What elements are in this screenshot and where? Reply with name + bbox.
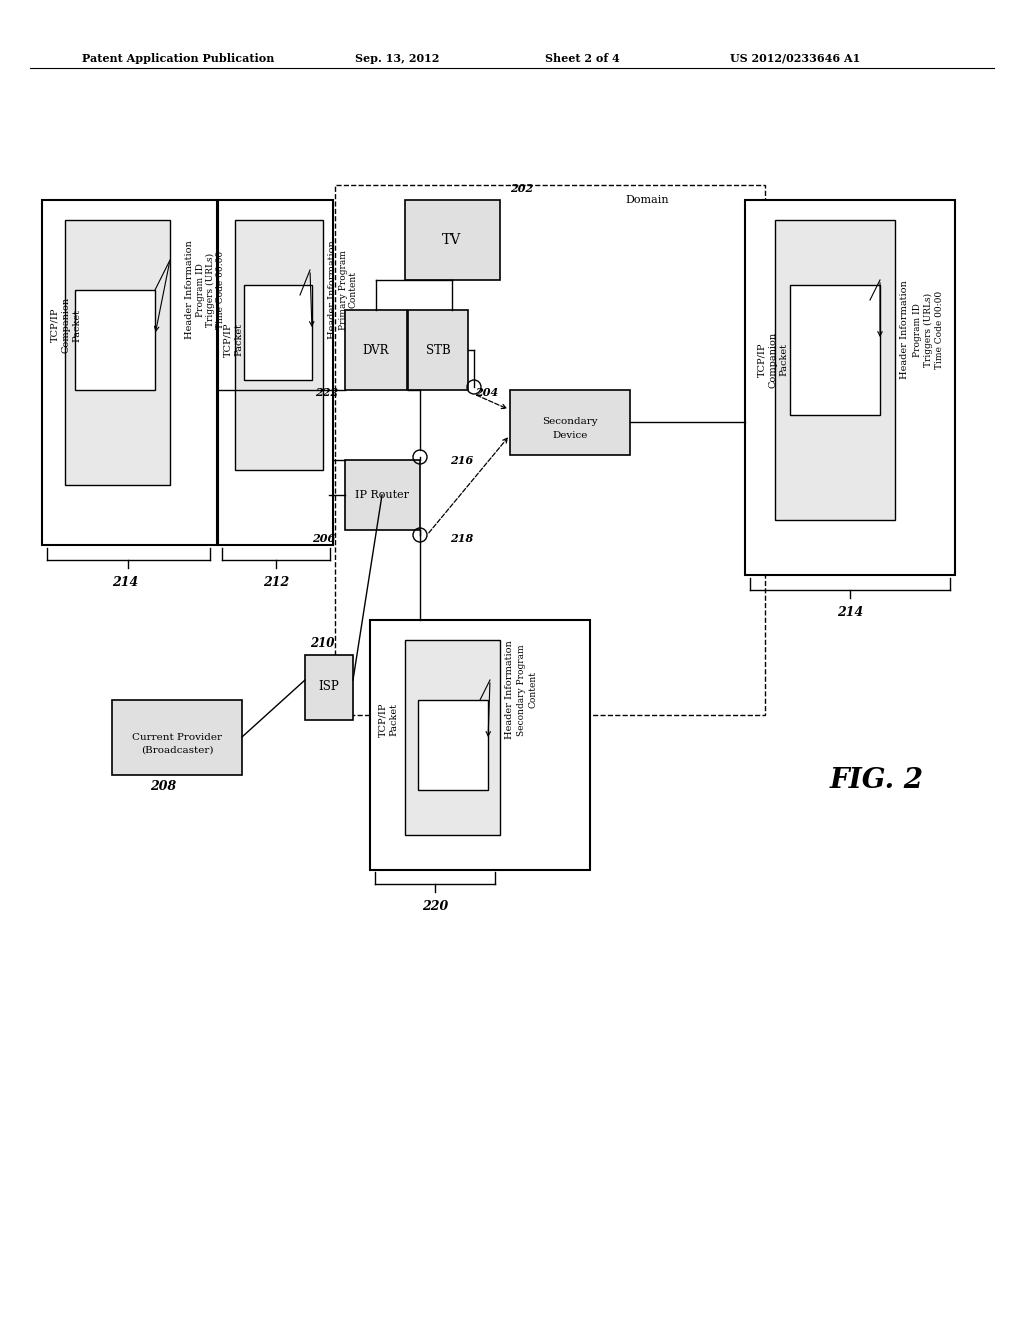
- Bar: [406, 201, 500, 280]
- Bar: [65, 220, 170, 484]
- Text: TV: TV: [442, 234, 462, 247]
- Bar: [345, 310, 407, 389]
- Bar: [790, 285, 880, 414]
- Text: Triggers (URLs): Triggers (URLs): [206, 253, 215, 327]
- Text: 216: 216: [450, 454, 473, 466]
- Text: Current Provider: Current Provider: [132, 733, 222, 742]
- Text: ISP: ISP: [318, 681, 339, 693]
- Text: 214: 214: [837, 606, 863, 619]
- Text: TCP/IP: TCP/IP: [223, 323, 232, 358]
- Text: Program ID: Program ID: [913, 304, 922, 356]
- Text: US 2012/0233646 A1: US 2012/0233646 A1: [730, 53, 860, 63]
- Text: Program ID: Program ID: [196, 263, 205, 317]
- Text: 222: 222: [314, 388, 338, 399]
- Bar: [335, 185, 765, 715]
- Bar: [510, 389, 630, 455]
- Text: Companion: Companion: [768, 331, 777, 388]
- Bar: [218, 201, 333, 545]
- Text: Header Information: Header Information: [505, 640, 514, 739]
- Bar: [745, 201, 955, 576]
- Text: 212: 212: [263, 576, 289, 589]
- Text: TCP/IP: TCP/IP: [50, 308, 59, 342]
- Text: Packet: Packet: [73, 309, 82, 342]
- Bar: [234, 220, 323, 470]
- Text: Patent Application Publication: Patent Application Publication: [82, 53, 274, 63]
- Text: 220: 220: [422, 900, 449, 913]
- Text: 204: 204: [475, 388, 499, 399]
- Text: Sheet 2 of 4: Sheet 2 of 4: [545, 53, 620, 63]
- Text: 210: 210: [310, 638, 335, 649]
- Text: STB: STB: [426, 343, 451, 356]
- Text: Time Code 00:00: Time Code 00:00: [935, 290, 944, 370]
- Text: FIG. 2: FIG. 2: [830, 767, 924, 793]
- Bar: [775, 220, 895, 520]
- Text: 208: 208: [150, 780, 176, 793]
- Text: Header Information: Header Information: [185, 240, 194, 339]
- Text: Secondary: Secondary: [542, 417, 598, 426]
- Text: Domain: Domain: [625, 195, 669, 205]
- Bar: [244, 285, 312, 380]
- Bar: [112, 700, 242, 775]
- Text: 214: 214: [112, 576, 138, 589]
- Bar: [406, 640, 500, 836]
- Text: 218: 218: [450, 532, 473, 544]
- Text: Header Information: Header Information: [900, 281, 909, 379]
- Text: DVR: DVR: [362, 343, 389, 356]
- Text: Primary Program: Primary Program: [339, 249, 348, 330]
- Text: Packet: Packet: [234, 323, 244, 356]
- Text: Packet: Packet: [779, 343, 788, 376]
- Text: Time Code 00:00: Time Code 00:00: [216, 251, 225, 329]
- Text: Device: Device: [552, 432, 588, 441]
- Text: TCP/IP: TCP/IP: [758, 343, 767, 378]
- Text: Triggers (URLs): Triggers (URLs): [924, 293, 933, 367]
- Text: Companion: Companion: [61, 297, 71, 352]
- Bar: [418, 700, 488, 789]
- Bar: [370, 620, 590, 870]
- Text: (Broadcaster): (Broadcaster): [140, 746, 213, 755]
- Bar: [345, 459, 420, 531]
- Bar: [408, 310, 468, 389]
- Text: Content: Content: [349, 272, 358, 309]
- Text: Secondary Program: Secondary Program: [517, 644, 526, 735]
- Text: 206: 206: [311, 532, 335, 544]
- Text: Packet: Packet: [389, 704, 398, 737]
- Text: IP Router: IP Router: [355, 490, 409, 500]
- Bar: [305, 655, 353, 719]
- Text: TCP/IP: TCP/IP: [379, 702, 387, 738]
- Text: Header Information: Header Information: [328, 240, 337, 339]
- Text: Content: Content: [529, 672, 538, 709]
- Bar: [42, 201, 217, 545]
- Text: Sep. 13, 2012: Sep. 13, 2012: [355, 53, 439, 63]
- Text: 202: 202: [510, 182, 534, 194]
- Bar: [75, 290, 155, 389]
